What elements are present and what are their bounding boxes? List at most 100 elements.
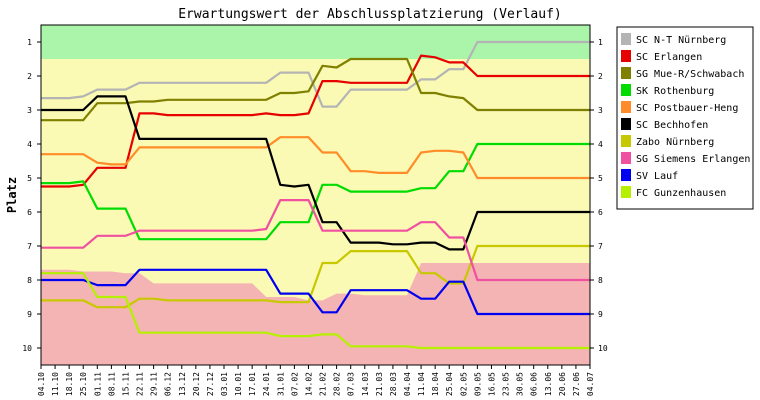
x-tick-label: 09.05 — [473, 372, 482, 396]
legend-entry-1: SC Erlangen — [636, 52, 702, 63]
x-tick-label: 25.10 — [79, 372, 88, 396]
y-tick-label-left: 2 — [27, 72, 32, 81]
series-line-6 — [41, 244, 590, 309]
x-tick-label: 13.12 — [178, 372, 187, 396]
x-tick-label: 11.10 — [51, 372, 60, 396]
chart-title: Erwartungswert der Abschlussplatzierung … — [178, 7, 562, 22]
y-tick-label-right: 10 — [598, 344, 608, 353]
legend-entry-7: SG Siemens Erlangen — [636, 154, 750, 165]
x-tick-label: 20.06 — [558, 372, 567, 396]
x-tick-label: 18.04 — [431, 372, 440, 396]
x-tick-label: 28.02 — [333, 372, 342, 396]
x-tick-label: 20.12 — [192, 372, 201, 396]
legend-swatch-8 — [621, 169, 631, 181]
y-tick-label-left: 4 — [27, 140, 32, 149]
x-tick-label: 06.06 — [530, 372, 539, 396]
legend-entry-6: Zabo Nürnberg — [636, 137, 714, 148]
series-line-1 — [41, 54, 590, 188]
legend: SC N-T Nürnberg SC Erlangen SG Mue-R/Schwa… — [616, 26, 754, 210]
y-tick-label-left: 3 — [27, 106, 32, 115]
x-tick-label: 28.03 — [389, 372, 398, 396]
legend-entry-0: SC N-T Nürnberg — [636, 35, 726, 46]
relegation-zone-area — [41, 263, 590, 365]
y-tick-label-right: 3 — [598, 106, 603, 115]
legend-entry-3: SK Rothenburg — [636, 86, 714, 97]
series-line-9 — [41, 272, 590, 350]
legend-swatch-6 — [621, 135, 631, 147]
y-tick-label-right: 4 — [598, 140, 603, 149]
x-tick-label: 07.02 — [290, 372, 299, 396]
x-tick-label: 31.01 — [276, 372, 285, 396]
x-tick-label: 04.07 — [586, 372, 595, 396]
x-tick-label: 21.02 — [319, 372, 328, 396]
y-tick-label-right: 6 — [598, 208, 603, 217]
x-tick-label: 07.03 — [347, 372, 356, 396]
legend-swatch-9 — [621, 186, 631, 198]
relegation-zone — [41, 263, 590, 365]
x-tick-label: 01.11 — [93, 372, 102, 396]
legend-swatch-7 — [621, 152, 631, 164]
legend-entry-9: FC Gunzenhausen — [636, 188, 726, 199]
legend-entry-4: SC Postbauer-Heng — [636, 103, 738, 114]
legend-entry-2: SG Mue-R/Schwabach — [636, 69, 744, 80]
y-tick-label-left: 8 — [27, 276, 32, 285]
x-tick-label: 13.06 — [544, 372, 553, 396]
x-tick-label: 02.05 — [459, 372, 468, 396]
legend-entry-8: SV Lauf — [636, 171, 678, 182]
x-tick-label: 10.01 — [234, 372, 243, 396]
x-tick-label: 24.01 — [262, 372, 271, 396]
legend-swatch-3 — [621, 84, 631, 96]
series-line-4 — [41, 136, 590, 180]
x-tick-label: 21.03 — [375, 372, 384, 396]
y-tick-label-left: 10 — [22, 344, 32, 353]
series-line-5 — [41, 95, 590, 251]
axes: 1 1 2 2 3 3 4 4 5 5 6 6 7 7 8 8 9 9 10 10 04.10 11.10 18.10 25.… — [22, 24, 608, 396]
y-tick-label-left: 7 — [27, 242, 32, 251]
x-tick-label: 18.10 — [65, 372, 74, 396]
legend-swatch-2 — [621, 67, 631, 79]
y-tick-label-right: 7 — [598, 242, 603, 251]
y-tick-label-left: 5 — [27, 174, 32, 183]
y-tick-label-right: 5 — [598, 174, 603, 183]
y-tick-label-left: 9 — [27, 310, 32, 319]
x-tick-label: 27.12 — [206, 372, 215, 396]
y-axis-label: Platz — [5, 177, 19, 213]
x-tick-label: 16.05 — [488, 372, 497, 396]
x-tick-label: 25.04 — [445, 372, 454, 396]
legend-entry-5: SC Bechhofen — [636, 120, 708, 131]
y-tick-label-left: 1 — [27, 38, 32, 47]
series-line-0 — [41, 40, 590, 108]
y-tick-label-right: 9 — [598, 310, 603, 319]
x-tick-label: 23.05 — [502, 372, 511, 396]
y-tick-label-right: 8 — [598, 276, 603, 285]
x-tick-label: 14.02 — [305, 372, 314, 396]
series-line-7 — [41, 199, 590, 282]
x-tick-label: 22.11 — [136, 372, 145, 396]
plot-frame — [40, 24, 591, 366]
x-tick-label: 08.11 — [107, 372, 116, 396]
x-tick-label: 15.11 — [122, 372, 131, 396]
x-tick-label: 06.12 — [164, 372, 173, 396]
series-line-8 — [41, 268, 590, 316]
x-tick-label: 17.01 — [248, 372, 257, 396]
x-tick-label: 29.11 — [150, 372, 159, 396]
y-tick-label-right: 2 — [598, 72, 603, 81]
y-tick-label-left: 6 — [27, 208, 32, 217]
legend-swatch-5 — [621, 118, 631, 130]
series-group — [41, 40, 590, 350]
legend-box — [616, 26, 754, 210]
legend-swatch-1 — [621, 50, 631, 62]
legend-swatch-4 — [621, 101, 631, 113]
x-tick-label: 04.04 — [403, 372, 412, 396]
x-tick-label: 27.06 — [572, 372, 581, 396]
legend-swatch-0 — [621, 33, 631, 45]
x-tick-label: 30.05 — [516, 372, 525, 396]
x-tick-label: 11.04 — [417, 372, 426, 396]
x-tick-label: 03.01 — [220, 372, 229, 396]
x-tick-label: 04.10 — [37, 372, 46, 396]
y-tick-label-right: 1 — [598, 38, 603, 47]
series-line-2 — [41, 57, 590, 122]
x-tick-label: 14.03 — [361, 372, 370, 396]
